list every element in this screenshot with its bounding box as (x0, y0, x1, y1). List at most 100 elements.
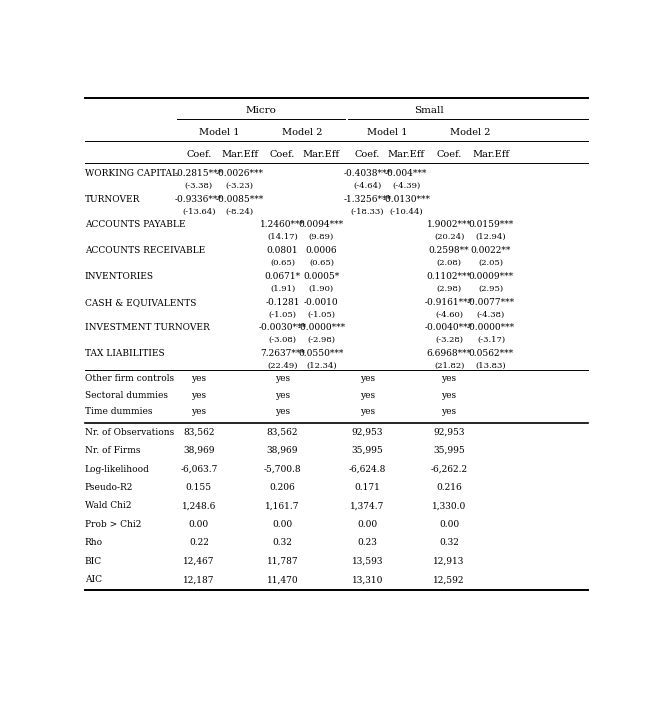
Text: BIC: BIC (85, 557, 102, 566)
Text: WORKING CAPITAL: WORKING CAPITAL (85, 169, 178, 178)
Text: 0.32: 0.32 (439, 539, 459, 547)
Text: (0.65): (0.65) (270, 259, 295, 267)
Text: -0.0130***: -0.0130*** (382, 195, 430, 204)
Text: 12,187: 12,187 (183, 575, 215, 585)
Text: 38,969: 38,969 (267, 446, 299, 455)
Text: (13.83): (13.83) (476, 362, 506, 370)
Text: 38,969: 38,969 (183, 446, 215, 455)
Text: (-3.38): (-3.38) (185, 182, 213, 190)
Text: yes: yes (360, 407, 375, 417)
Text: Model 1: Model 1 (366, 128, 407, 137)
Text: yes: yes (275, 407, 290, 417)
Text: 0.00: 0.00 (439, 520, 459, 529)
Text: 0.216: 0.216 (436, 483, 462, 492)
Text: 1,248.6: 1,248.6 (182, 502, 216, 510)
Text: 6.6968***: 6.6968*** (426, 349, 472, 358)
Text: 0.00: 0.00 (357, 520, 378, 529)
Text: 0.23: 0.23 (357, 539, 378, 547)
Text: yes: yes (360, 374, 375, 383)
Text: 0.00: 0.00 (273, 520, 293, 529)
Text: (-3.08): (-3.08) (269, 337, 297, 345)
Text: -0.0026***: -0.0026*** (215, 169, 264, 178)
Text: Mar.Eff: Mar.Eff (221, 150, 258, 159)
Text: 0.2598**: 0.2598** (429, 246, 469, 255)
Text: 1.2460***: 1.2460*** (260, 220, 305, 230)
Text: yes: yes (275, 390, 290, 400)
Text: AIC: AIC (85, 575, 102, 585)
Text: -0.9336***: -0.9336*** (175, 195, 223, 204)
Text: yes: yes (442, 407, 457, 417)
Text: -0.4038***: -0.4038*** (343, 169, 391, 178)
Text: (1.90): (1.90) (309, 285, 334, 293)
Text: Micro: Micro (245, 106, 276, 116)
Text: 11,787: 11,787 (267, 557, 299, 566)
Text: Nr. of Observations: Nr. of Observations (85, 427, 174, 437)
Text: (-13.64): (-13.64) (182, 207, 215, 215)
Text: -0.0000***: -0.0000*** (297, 324, 345, 332)
Text: (2.08): (2.08) (436, 259, 461, 267)
Text: (-18.33): (-18.33) (351, 207, 384, 215)
Text: Coef.: Coef. (186, 150, 212, 159)
Text: -0.9161***: -0.9161*** (425, 297, 473, 307)
Text: -1.3256***: -1.3256*** (343, 195, 391, 204)
Text: (-1.05): (-1.05) (307, 310, 335, 318)
Text: 0.0159***: 0.0159*** (469, 220, 513, 230)
Text: 0.0006: 0.0006 (306, 246, 337, 255)
Text: 1.9002***: 1.9002*** (426, 220, 472, 230)
Text: (12.34): (12.34) (306, 362, 337, 370)
Text: Wald Chi2: Wald Chi2 (85, 502, 131, 510)
Text: yes: yes (191, 374, 206, 383)
Text: (-4.39): (-4.39) (392, 182, 420, 190)
Text: 1,330.0: 1,330.0 (432, 502, 466, 510)
Text: 83,562: 83,562 (267, 427, 299, 437)
Text: 0.0094***: 0.0094*** (299, 220, 344, 230)
Text: Coef.: Coef. (270, 150, 295, 159)
Text: 0.206: 0.206 (270, 483, 295, 492)
Text: yes: yes (442, 390, 457, 400)
Text: (22.49): (22.49) (268, 362, 298, 370)
Text: 0.155: 0.155 (186, 483, 212, 492)
Text: (20.24): (20.24) (434, 233, 464, 241)
Text: 0.32: 0.32 (273, 539, 293, 547)
Text: Mar.Eff: Mar.Eff (303, 150, 340, 159)
Text: 0.0550***: 0.0550*** (299, 349, 344, 358)
Text: Mar.Eff: Mar.Eff (473, 150, 509, 159)
Text: yes: yes (191, 390, 206, 400)
Text: 13,593: 13,593 (352, 557, 383, 566)
Text: -0.1281: -0.1281 (266, 297, 300, 307)
Text: 12,913: 12,913 (434, 557, 465, 566)
Text: Model 2: Model 2 (449, 128, 490, 137)
Text: 0.00: 0.00 (188, 520, 209, 529)
Text: Pseudo-R2: Pseudo-R2 (85, 483, 133, 492)
Text: 7.2637***: 7.2637*** (260, 349, 305, 358)
Text: ACCOUNTS PAYABLE: ACCOUNTS PAYABLE (85, 220, 185, 230)
Text: 92,953: 92,953 (434, 427, 465, 437)
Text: 12,467: 12,467 (183, 557, 215, 566)
Text: 35,995: 35,995 (351, 446, 384, 455)
Text: yes: yes (275, 374, 290, 383)
Text: Rho: Rho (85, 539, 103, 547)
Text: -6,624.8: -6,624.8 (349, 465, 386, 473)
Text: (-4.60): (-4.60) (435, 310, 463, 318)
Text: 92,953: 92,953 (352, 427, 383, 437)
Text: Sectoral dummies: Sectoral dummies (85, 390, 168, 400)
Text: (-2.98): (-2.98) (307, 337, 335, 345)
Text: -0.0010: -0.0010 (304, 297, 339, 307)
Text: -0.0000***: -0.0000*** (467, 324, 515, 332)
Text: (-10.44): (-10.44) (389, 207, 423, 215)
Text: -6,063.7: -6,063.7 (180, 465, 217, 473)
Text: 0.0562***: 0.0562*** (469, 349, 513, 358)
Text: 0.22: 0.22 (189, 539, 209, 547)
Text: (2.98): (2.98) (436, 285, 462, 293)
Text: 1,374.7: 1,374.7 (350, 502, 385, 510)
Text: CASH & EQUIVALENTS: CASH & EQUIVALENTS (85, 297, 196, 307)
Text: Time dummies: Time dummies (85, 407, 152, 417)
Text: Coef.: Coef. (355, 150, 380, 159)
Text: -6,262.2: -6,262.2 (430, 465, 468, 473)
Text: -0.004***: -0.004*** (385, 169, 428, 178)
Text: -0.2815***: -0.2815*** (175, 169, 223, 178)
Text: 0.0009***: 0.0009*** (469, 272, 513, 281)
Text: (-4.38): (-4.38) (477, 310, 505, 318)
Text: 0.1102***: 0.1102*** (426, 272, 472, 281)
Text: Log-likelihood: Log-likelihood (85, 465, 150, 473)
